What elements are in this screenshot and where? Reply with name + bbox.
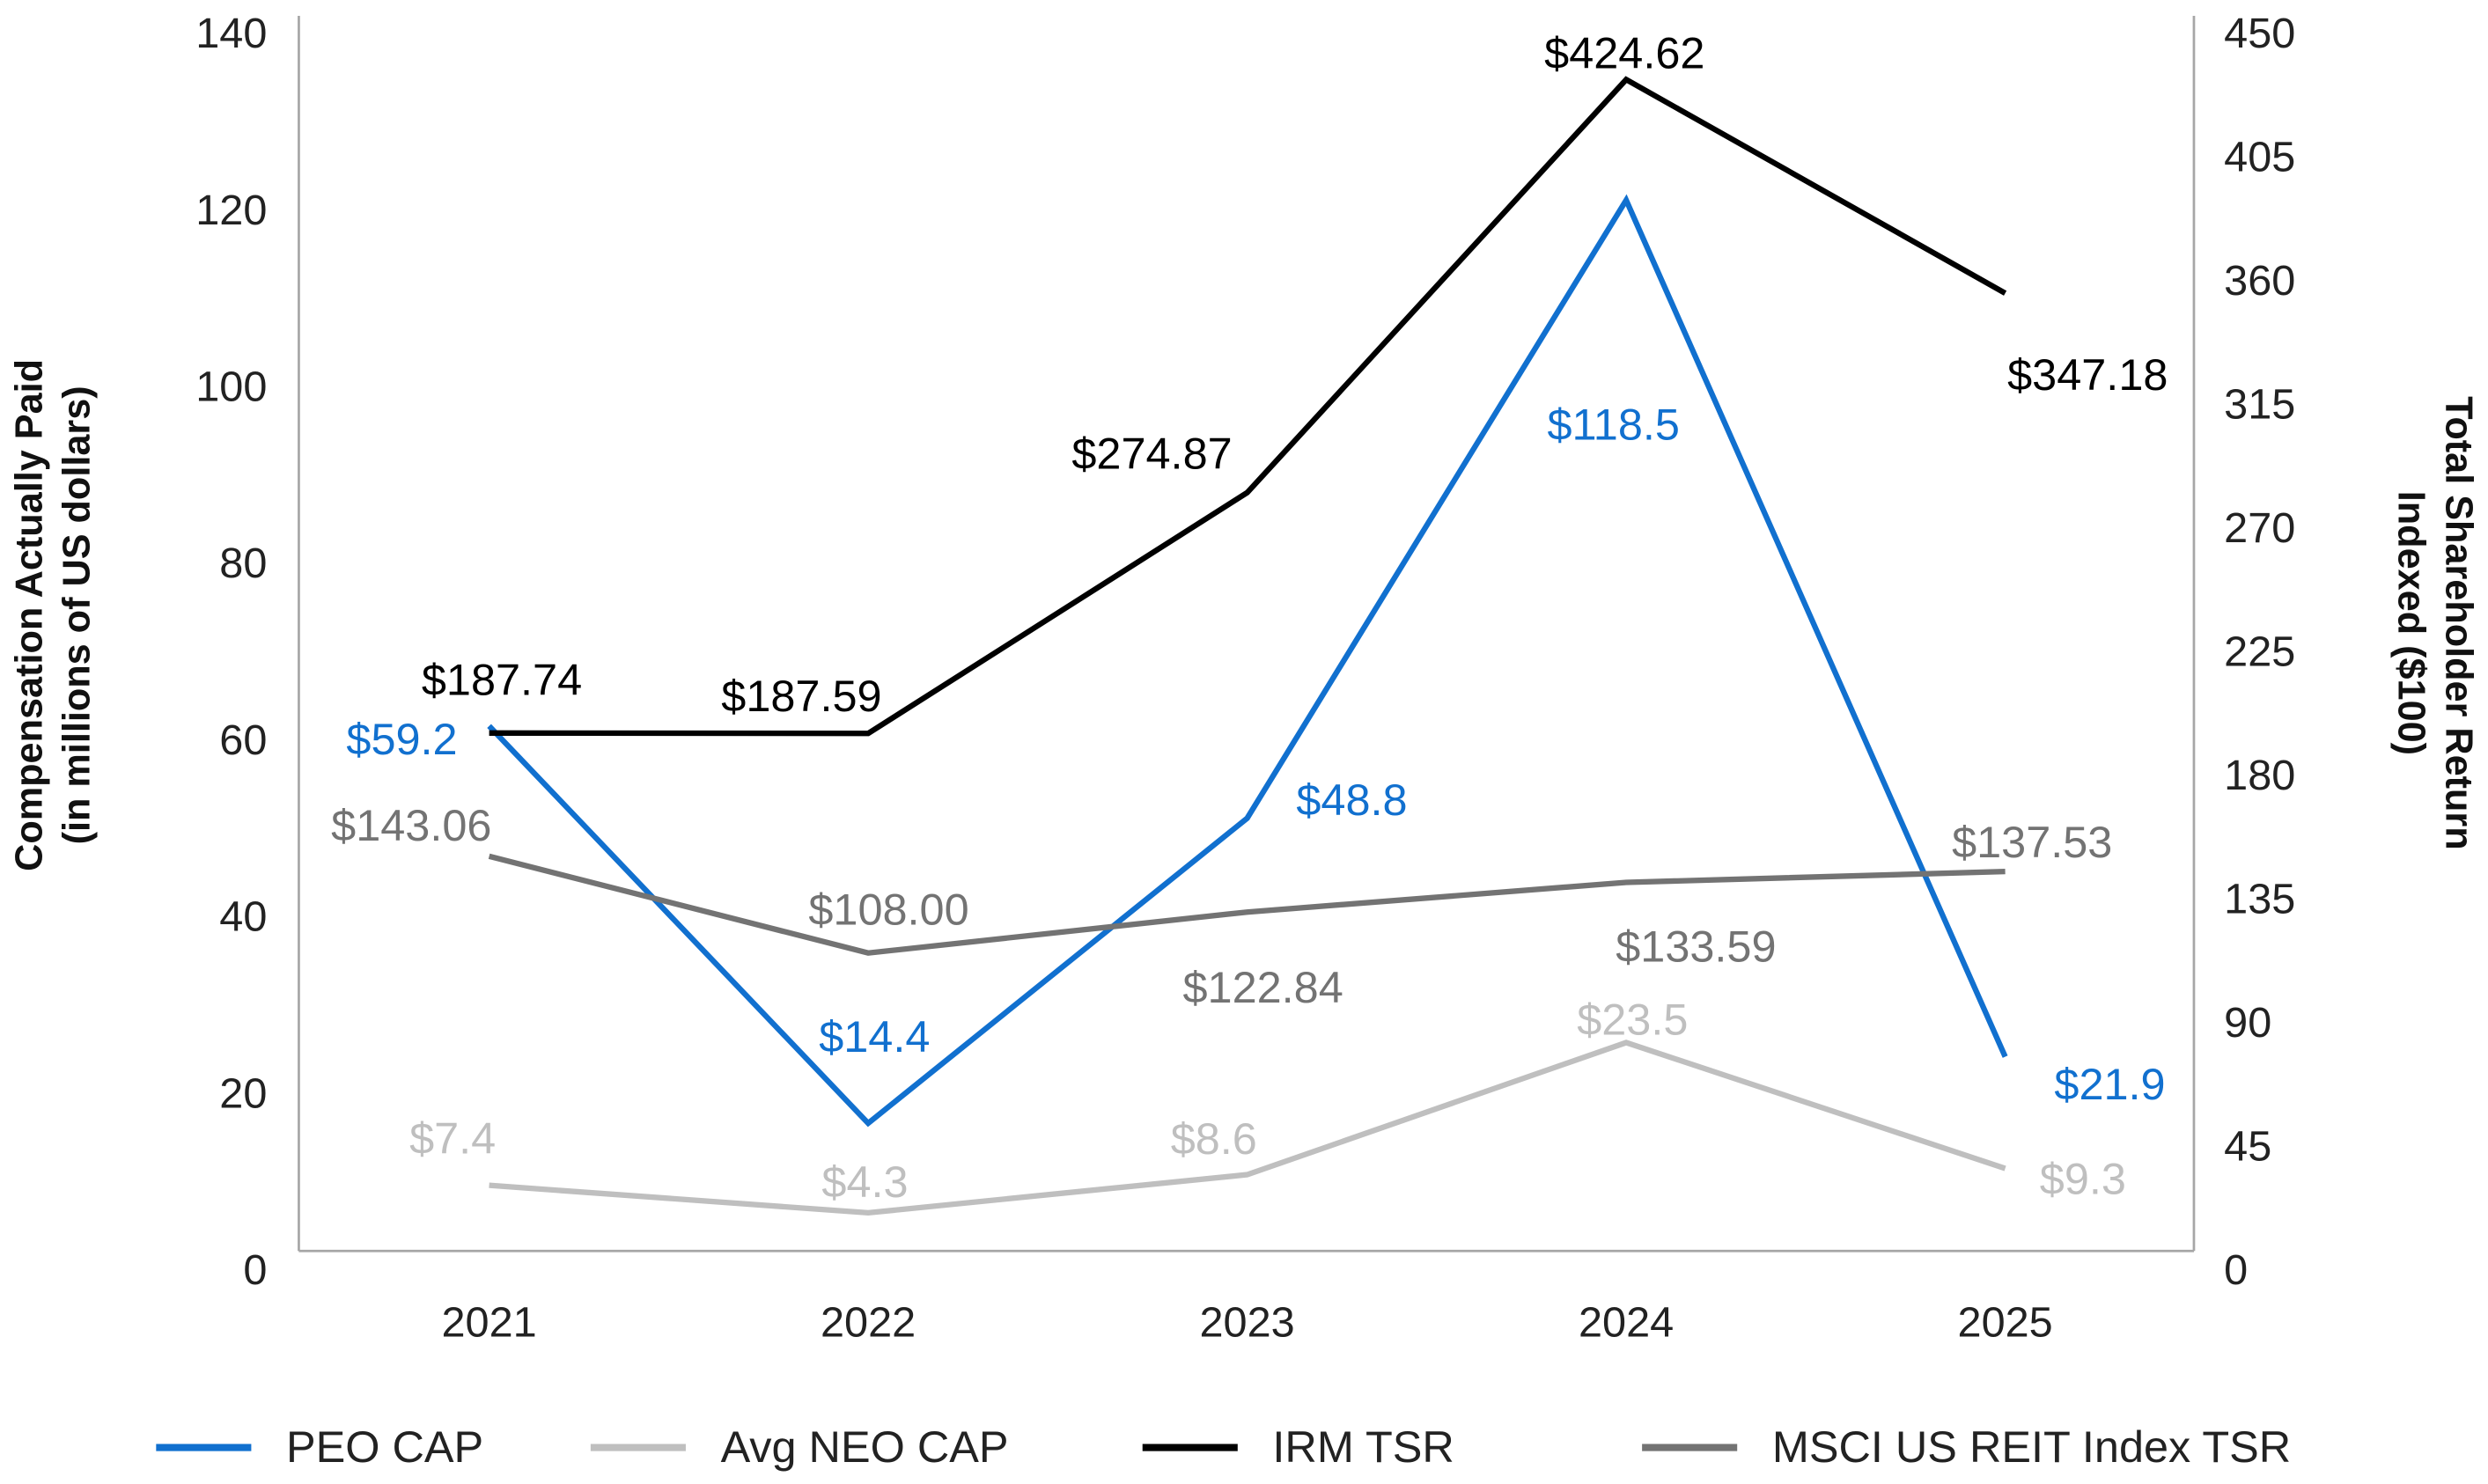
legend: PEO CAP Avg NEO CAP IRM TSR MSCI US REIT In… <box>156 1422 2291 1472</box>
data-label-msci-us-reit-index-tsr: $143.06 <box>331 800 491 850</box>
right-axis-tick-label: 225 <box>2224 628 2295 676</box>
data-label-irm-tsr: $187.74 <box>422 655 582 705</box>
left-axis-tick-label: 120 <box>195 187 267 234</box>
data-label-peo-cap: $14.4 <box>819 1011 930 1062</box>
right-axis-tick-label: 315 <box>2224 381 2295 429</box>
data-label-avg-neo-cap: $23.5 <box>1577 994 1688 1044</box>
left-axis-tick-label: 60 <box>219 716 267 764</box>
data-label-peo-cap: $48.8 <box>1296 775 1407 825</box>
right-axis-tick-label: 405 <box>2224 134 2295 181</box>
data-label-msci-us-reit-index-tsr: $137.53 <box>1952 817 2112 867</box>
data-label-peo-cap: $21.9 <box>2054 1059 2165 1109</box>
left-axis-tick-label: 40 <box>219 893 267 941</box>
left-axis-tick-label: 100 <box>195 363 267 410</box>
right-axis-tick-label: 270 <box>2224 504 2295 552</box>
right-axis-tick-label: 90 <box>2224 999 2271 1047</box>
data-label-avg-neo-cap: $4.3 <box>821 1157 908 1207</box>
legend-label-msci-us-reit-index-tsr: MSCI US REIT Index TSR <box>1772 1422 2291 1472</box>
legend-label-avg-neo-cap: Avg NEO CAP <box>721 1422 1009 1472</box>
x-axis-tick-label: 2021 <box>442 1298 537 1346</box>
right-axis-tick-label: 450 <box>2224 10 2295 57</box>
left-axis-tick-label: 80 <box>219 540 267 587</box>
x-axis-tick-label: 2023 <box>1200 1298 1295 1346</box>
series-line-irm-tsr <box>489 76 2007 737</box>
legend-label-irm-tsr: IRM TSR <box>1272 1422 1454 1472</box>
x-axis-tick-label: 2024 <box>1579 1298 1674 1346</box>
right-axis-tick-label: 180 <box>2224 752 2295 799</box>
data-label-peo-cap: $59.2 <box>346 714 457 764</box>
left-axis-title: Compensation Actually Paid <box>9 359 51 871</box>
left-axis-tick-label: 20 <box>219 1069 267 1117</box>
left-axis-tick-label: 140 <box>195 10 267 57</box>
right-axis-tick-label: 45 <box>2224 1123 2271 1171</box>
data-label-msci-us-reit-index-tsr: $108.00 <box>808 884 968 934</box>
left-axis-tick-label: 0 <box>243 1246 267 1294</box>
x-axis-tick-label: 2025 <box>1958 1298 2053 1346</box>
data-label-irm-tsr: $187.59 <box>721 671 881 721</box>
data-label-avg-neo-cap: $8.6 <box>1171 1113 1257 1164</box>
right-axis-tick-label: 360 <box>2224 257 2295 305</box>
data-label-irm-tsr: $274.87 <box>1071 429 1232 479</box>
data-label-peo-cap: $118.5 <box>1547 399 1679 449</box>
right-axis-tick-label: 135 <box>2224 876 2295 923</box>
legend-label-peo-cap: PEO CAP <box>286 1422 483 1472</box>
data-label-msci-us-reit-index-tsr: $122.84 <box>1182 962 1343 1012</box>
data-label-msci-us-reit-index-tsr: $133.59 <box>1616 922 1776 972</box>
right-axis-title-line2: Indexed ($100) <box>2389 491 2432 755</box>
data-label-irm-tsr: $347.18 <box>2007 349 2168 400</box>
right-axis-tick-label: 0 <box>2224 1246 2248 1294</box>
data-label-avg-neo-cap: $7.4 <box>409 1113 496 1164</box>
x-axis-tick-label: 2022 <box>821 1298 916 1346</box>
right-axis-title: Total Shareholder Return <box>2437 396 2479 849</box>
series-line-msci-us-reit-index-tsr <box>488 853 2006 956</box>
data-label-irm-tsr: $424.62 <box>1544 28 1704 78</box>
left-axis-title-line2: (in millions of US dollars) <box>56 386 99 844</box>
data-label-avg-neo-cap: $9.3 <box>2040 1153 2126 1203</box>
